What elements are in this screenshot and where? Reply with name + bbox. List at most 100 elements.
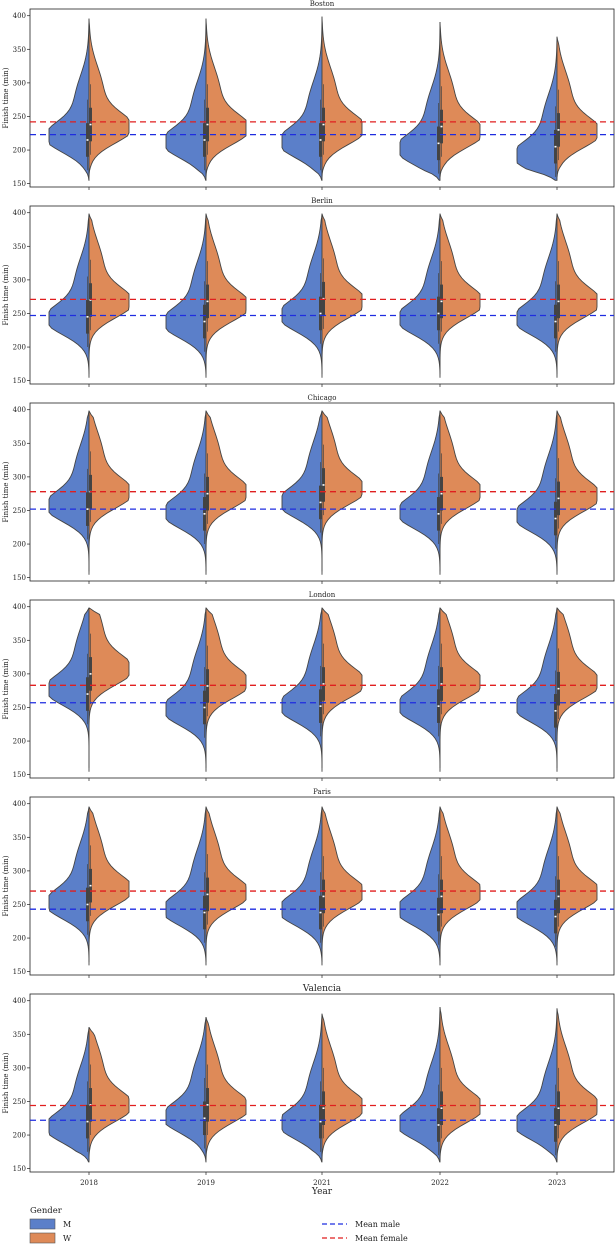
violin-valencia-2023-w [556,1008,598,1161]
median-marker [437,913,440,916]
violin-paris-2023-m [516,806,558,966]
median-marker [319,501,322,504]
legend-label-w: W [63,1234,72,1243]
y-tick-label: 200 [13,541,26,549]
y-tick-label: 350 [13,440,26,448]
violin-valencia-2021-w [321,1013,363,1161]
violin-paris-2018-m [48,806,90,966]
legend-swatch-w [29,1232,56,1244]
median-marker [89,673,92,675]
x-tick-label: 2022 [431,1179,449,1187]
y-tick-label: 200 [13,935,26,943]
median-marker [86,903,89,906]
median-marker [319,705,322,707]
violin-berlin-2019-m [165,213,207,378]
violin-boston-2019-m [165,18,207,181]
violin-paris-2019-w [205,806,247,963]
median-marker [322,683,325,685]
violin-paris-2021-w [321,806,363,963]
y-tick-label: 250 [13,113,26,121]
legend-mean-female-label: Mean female [355,1234,408,1243]
median-marker [440,300,443,303]
x-tick-label: 2023 [548,1179,566,1187]
violin-berlin-2023-m [516,213,558,378]
median-marker [440,1107,443,1109]
x-tick-label: 2018 [80,1179,98,1187]
legend-mean-male-label: Mean male [355,1220,400,1229]
y-axis-label: Finish time (min) [2,1052,10,1113]
median-marker [203,513,206,515]
median-marker [322,123,325,126]
violin-london-2018-m [48,607,90,772]
median-marker [206,893,209,896]
violin-valencia-2019-w [205,1017,247,1161]
y-tick-label: 350 [13,243,26,251]
violin-paris-2021-m [281,806,323,966]
median-marker [437,312,440,315]
median-marker [89,884,92,887]
y-tick-label: 300 [13,473,26,481]
y-tick-label: 250 [13,310,26,318]
violin-paris-2019-m [165,806,207,966]
legend-swatch-m [29,1218,56,1230]
median-marker [322,484,325,486]
panel-title: London [309,591,336,599]
y-tick-label: 200 [13,738,26,746]
y-tick-label: 150 [13,968,26,976]
median-marker [319,1120,322,1123]
median-marker [554,145,557,148]
y-tick-label: 400 [13,12,26,20]
violin-berlin-2018-m [48,213,90,378]
y-tick-label: 350 [13,834,26,842]
panel-title: Chicago [308,394,337,402]
violin-london-2022-m [399,607,441,772]
median-marker [319,911,322,914]
y-tick-label: 400 [13,800,26,808]
y-tick-label: 300 [13,1064,26,1072]
y-tick-label: 350 [13,637,26,645]
violin-paris-2018-w [88,806,130,963]
violin-boston-2021-m [281,16,323,181]
median-marker [203,911,206,914]
median-marker [86,139,89,141]
violin-boston-2018-m [48,18,90,181]
violin-boston-2022-m [399,21,441,181]
median-marker [89,299,92,301]
median-marker [437,513,440,515]
median-marker [322,895,325,898]
panel-boston: Boston 150 200 250 300 350 400 Finish time (min… [2,0,615,190]
violin-chicago-2021-w [321,410,363,571]
median-marker [557,497,560,500]
y-tick-label: 300 [13,79,26,87]
y-tick-label: 250 [13,1098,26,1106]
median-marker [557,129,560,131]
violin-berlin-2021-w [321,213,363,374]
y-tick-label: 300 [13,670,26,678]
violin-berlin-2018-w [88,213,130,375]
legend-title: Gender [30,1206,63,1216]
violin-valencia-2022-m [399,1006,441,1163]
panel-title: Valencia [302,984,342,994]
violin-london-2019-w [205,607,247,768]
median-marker [203,1117,206,1120]
y-tick-label: 400 [13,997,26,1005]
violin-valencia-2018-w [88,1027,130,1161]
violin-boston-2019-w [205,18,247,178]
violin-london-2021-m [281,607,323,772]
y-tick-label: 150 [13,771,26,779]
violin-chicago-2023-w [556,410,598,571]
median-marker [319,139,322,141]
violin-valencia-2019-m [165,1017,207,1163]
median-marker [206,492,209,495]
violin-valencia-2022-w [439,1006,481,1161]
median-marker [557,1107,560,1109]
median-marker [206,300,209,303]
y-tick-label: 150 [13,377,26,385]
y-axis-label: Finish time (min) [2,658,10,719]
median-marker [557,687,560,690]
median-marker [557,300,560,303]
panel-title: Paris [313,788,331,796]
y-tick-label: 200 [13,344,26,352]
y-tick-label: 300 [13,276,26,284]
